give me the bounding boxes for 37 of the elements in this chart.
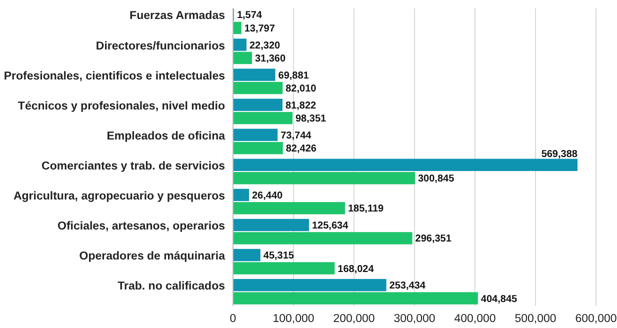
y-tick-label: Profesionales, cientificos e intelectuales	[4, 70, 225, 82]
x-tick-label: 600,000	[575, 313, 617, 325]
data-label: 168,024	[338, 264, 374, 275]
data-label: 45,315	[263, 250, 294, 262]
data-label: 82,010	[286, 84, 317, 95]
y-tick-label: Directores/funcionarios	[96, 40, 225, 52]
data-label: 253,434	[389, 280, 426, 292]
x-tick-label: 200,000	[333, 313, 375, 325]
data-label: 31,360	[254, 53, 286, 64]
y-tick-label: Fuerzas Armadas	[130, 10, 225, 22]
data-label: 404,845	[480, 294, 518, 305]
y-tick-label: Oficiales, artesanos, operarios	[58, 220, 225, 232]
data-label: 300,845	[418, 174, 455, 185]
data-label: 73,744	[280, 130, 312, 142]
x-tick-label: 300,000	[394, 313, 436, 325]
x-tick-label: 0	[230, 313, 236, 325]
data-label: 98,351	[296, 114, 327, 125]
x-tick-label: 400,000	[454, 313, 496, 325]
y-tick-label: Agricultura, agropecuario y pesqueros	[13, 190, 225, 202]
y-tick-label: Trab. no calificados	[118, 280, 225, 293]
data-label: 26,440	[252, 190, 284, 202]
data-label: 22,320	[250, 40, 281, 52]
x-tick-label: 100,000	[272, 313, 314, 325]
data-label: 125,634	[312, 220, 349, 232]
data-label: 69,881	[278, 70, 310, 82]
data-label: 185,119	[348, 204, 384, 215]
data-label: 1,574	[236, 10, 262, 22]
y-tick-label: Técnicos y profesionales, nivel medio	[18, 100, 225, 112]
data-label: 81,822	[286, 100, 317, 112]
data-label: 296,351	[415, 234, 452, 245]
y-tick-label: Empleados de oficina	[106, 130, 226, 142]
data-label: 13,797	[244, 23, 276, 34]
data-label: 569,388	[541, 148, 578, 160]
data-label: 82,426	[286, 144, 317, 155]
y-tick-label: Comerciantes y trab. de servicios	[42, 160, 225, 172]
x-tick-label: 500,000	[514, 313, 556, 325]
y-tick-label: Operadores de máquinaria	[79, 250, 226, 263]
